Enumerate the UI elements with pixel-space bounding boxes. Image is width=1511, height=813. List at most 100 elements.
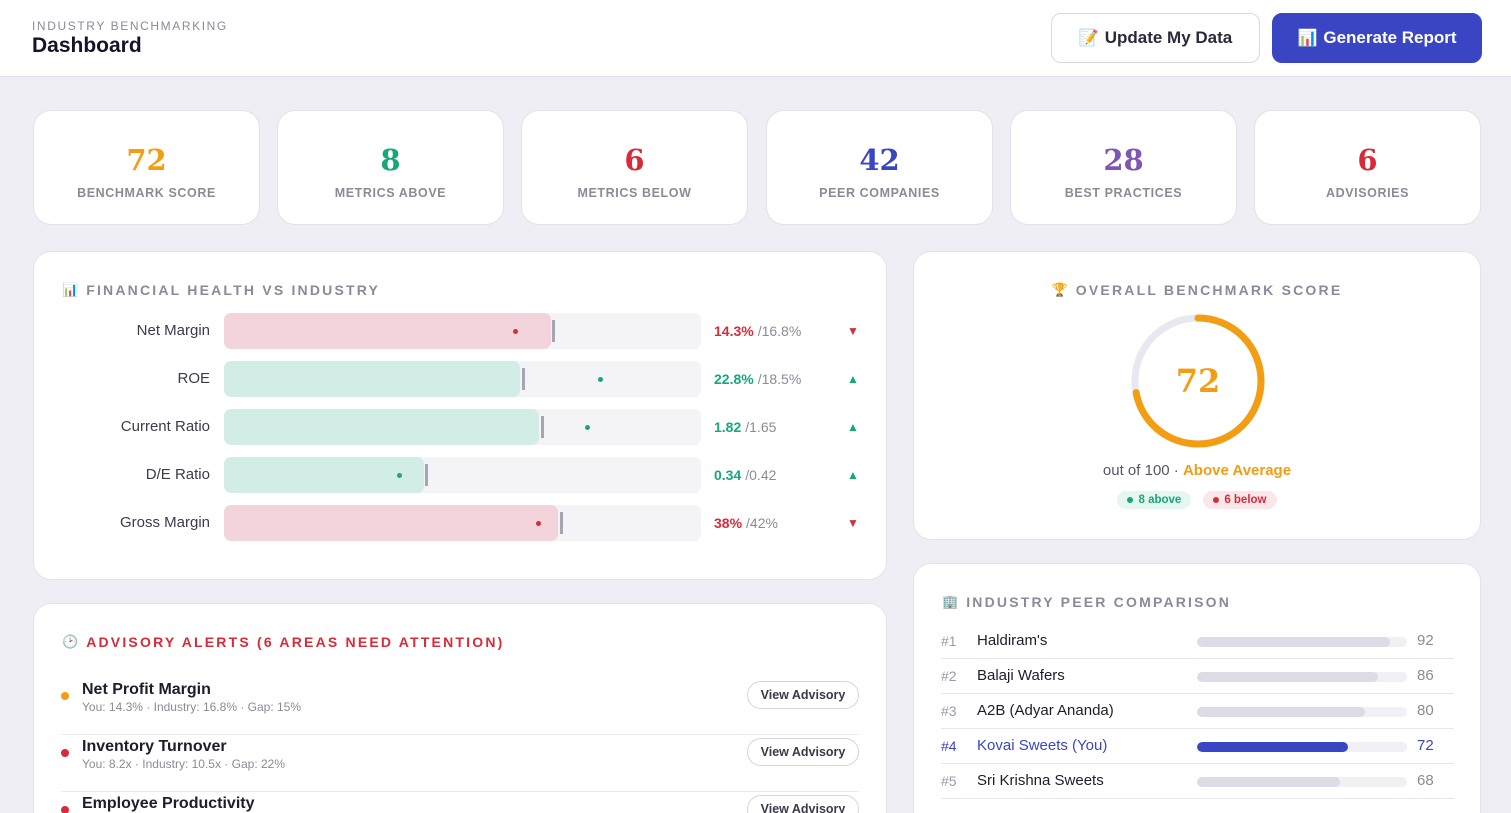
view-advisory-button[interactable]: View Advisory bbox=[747, 738, 859, 766]
peer-rank: #3 bbox=[941, 703, 957, 719]
page-eyebrow: INDUSTRY BENCHMARKING bbox=[32, 19, 228, 33]
metric-industry-value: /42% bbox=[746, 515, 778, 531]
financial-health-title-text: FINANCIAL HEALTH VS INDUSTRY bbox=[86, 282, 381, 298]
metric-bar-track bbox=[224, 409, 701, 445]
financial-health-card: 📊 FINANCIAL HEALTH VS INDUSTRY Net Margi… bbox=[33, 251, 887, 580]
metric-label: ROE bbox=[177, 370, 210, 387]
memo-icon: 📝 bbox=[1078, 30, 1099, 47]
advisory-name: Net Profit Margin bbox=[82, 681, 211, 698]
above-count-badge: 8 above bbox=[1117, 491, 1192, 509]
peer-bar-track bbox=[1197, 637, 1407, 647]
metric-label: Current Ratio bbox=[120, 418, 210, 435]
metric-label: D/E Ratio bbox=[145, 466, 210, 483]
peer-score: 92 bbox=[1417, 632, 1434, 649]
stat-card: 28 BEST PRACTICES bbox=[1010, 110, 1237, 225]
industry-marker bbox=[521, 368, 525, 390]
severity-dot-icon bbox=[61, 692, 69, 700]
peer-bar-track bbox=[1197, 707, 1407, 717]
stat-value: 8 bbox=[380, 143, 401, 177]
peer-name: Sri Krishna Sweets bbox=[977, 772, 1104, 789]
trend-down-icon: ▼ bbox=[847, 516, 859, 530]
generate-report-label: Generate Report bbox=[1323, 28, 1457, 47]
stat-value: 6 bbox=[1357, 143, 1378, 177]
stat-value: 6 bbox=[624, 143, 645, 177]
metric-values: 1.82/1.65 bbox=[714, 419, 776, 435]
peer-rank: #5 bbox=[941, 773, 957, 789]
financial-metric-row: Net Margin 14.3%/16.8% ▼ bbox=[34, 313, 886, 349]
stat-label: METRICS ABOVE bbox=[334, 186, 447, 200]
peer-bar-fill bbox=[1197, 707, 1365, 717]
view-advisory-button[interactable]: View Advisory bbox=[747, 795, 859, 813]
score-pills: 8 above 6 below bbox=[914, 491, 1480, 509]
advisory-item: Inventory Turnover You: 8.2x · Industry: … bbox=[61, 735, 859, 792]
bar-chart-icon: 📊 bbox=[1297, 30, 1318, 47]
metric-industry-value: /0.42 bbox=[745, 467, 777, 483]
update-my-data-button[interactable]: 📝 Update My Data bbox=[1051, 13, 1260, 63]
stat-value: 72 bbox=[126, 143, 167, 177]
peer-score: 80 bbox=[1417, 702, 1434, 719]
overall-score-card: 🏆 OVERALL BENCHMARK SCORE 72 out of 100 … bbox=[913, 251, 1481, 540]
trophy-icon: 🏆 bbox=[1051, 282, 1068, 297]
peer-row: #2 Balaji Wafers 86 bbox=[941, 659, 1454, 694]
peer-rank: #1 bbox=[941, 633, 957, 649]
stat-card: 42 PEER COMPANIES bbox=[766, 110, 993, 225]
overall-score-title-text: OVERALL BENCHMARK SCORE bbox=[1075, 282, 1343, 298]
metric-values: 22.8%/18.5% bbox=[714, 371, 801, 387]
score-ring: 72 bbox=[1129, 312, 1267, 450]
peer-name: Haldiram's bbox=[977, 632, 1048, 649]
financial-health-title: 📊 FINANCIAL HEALTH VS INDUSTRY bbox=[62, 282, 380, 298]
peer-score: 72 bbox=[1417, 737, 1434, 754]
metric-you-value: 38% bbox=[714, 515, 743, 531]
severity-dot-icon bbox=[61, 749, 69, 757]
peer-name: Balaji Wafers bbox=[977, 667, 1065, 684]
peer-bar-track bbox=[1197, 742, 1407, 752]
clock-icon: 🕑 bbox=[62, 634, 79, 649]
peer-comparison-card: 🏢 INDUSTRY PEER COMPARISON #1 Haldiram's 9… bbox=[913, 563, 1481, 813]
stat-label: PEER COMPANIES bbox=[819, 186, 940, 200]
overall-score-value: 72 bbox=[1175, 362, 1221, 400]
metric-values: 0.34/0.42 bbox=[714, 467, 776, 483]
peer-bar-fill bbox=[1197, 672, 1378, 682]
metric-you-value: 22.8% bbox=[714, 371, 754, 387]
advisory-alerts-title: 🕑 ADVISORY ALERTS (6 AREAS NEED ATTENTIO… bbox=[62, 634, 505, 650]
metric-industry-value: /18.5% bbox=[757, 371, 802, 387]
advisory-item: Employee Productivity View Advisory bbox=[61, 792, 859, 813]
metric-label: Net Margin bbox=[136, 322, 210, 339]
peer-row: #3 A2B (Adyar Ananda) 80 bbox=[941, 694, 1454, 729]
peer-bar-track bbox=[1197, 672, 1407, 682]
peer-bar-fill bbox=[1197, 637, 1391, 647]
view-advisory-button[interactable]: View Advisory bbox=[747, 681, 859, 709]
below-count-badge: 6 below bbox=[1203, 491, 1277, 509]
metric-bar-fill bbox=[224, 457, 425, 493]
peer-rank: #4 bbox=[941, 738, 957, 754]
bar-chart-icon: 📊 bbox=[62, 282, 79, 297]
trend-down-icon: ▼ bbox=[847, 324, 859, 338]
stat-label: ADVISORIES bbox=[1325, 186, 1410, 200]
stat-card: 6 METRICS BELOW bbox=[521, 110, 748, 225]
metric-you-value: 1.82 bbox=[714, 419, 742, 435]
score-out-of: out of 100 · bbox=[1102, 462, 1183, 479]
advisory-alerts-card: 🕑 ADVISORY ALERTS (6 AREAS NEED ATTENTIO… bbox=[33, 603, 887, 813]
industry-marker bbox=[552, 320, 556, 342]
stat-card: 8 METRICS ABOVE bbox=[277, 110, 504, 225]
below-count-label: 6 below bbox=[1224, 494, 1267, 506]
top-bar: INDUSTRY BENCHMARKING Dashboard 📝 Update… bbox=[0, 0, 1511, 77]
stat-label: METRICS BELOW bbox=[577, 186, 692, 200]
stat-value: 42 bbox=[859, 143, 900, 177]
stat-label: BENCHMARK SCORE bbox=[77, 186, 216, 200]
peer-bar-fill bbox=[1197, 742, 1349, 752]
stat-label: BEST PRACTICES bbox=[1064, 186, 1183, 200]
financial-metric-row: Current Ratio 1.82/1.65 ▲ bbox=[34, 409, 886, 445]
green-dot-icon bbox=[1127, 497, 1134, 503]
peer-score: 86 bbox=[1417, 667, 1434, 684]
overall-score-title: 🏆 OVERALL BENCHMARK SCORE bbox=[914, 282, 1480, 298]
generate-report-button[interactable]: 📊 Generate Report bbox=[1272, 13, 1482, 63]
red-dot-icon bbox=[1213, 497, 1220, 503]
score-summary: out of 100 · Above Average bbox=[914, 462, 1480, 479]
metric-dot bbox=[598, 377, 604, 382]
peer-rank: #2 bbox=[941, 668, 957, 684]
peer-name: Kovai Sweets (You) bbox=[977, 737, 1108, 754]
severity-dot-icon bbox=[61, 806, 69, 813]
trend-up-icon: ▲ bbox=[847, 372, 859, 386]
peer-bar-track bbox=[1197, 777, 1407, 787]
